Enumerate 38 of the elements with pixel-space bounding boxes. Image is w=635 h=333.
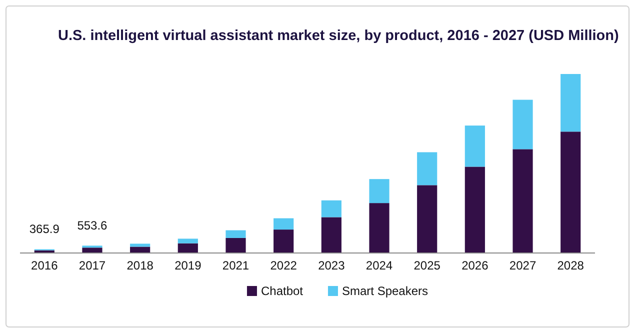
bar (274, 218, 294, 230)
bar (82, 248, 102, 253)
bar (560, 74, 581, 132)
annotation: 365.9 (29, 222, 60, 236)
x-tick-label: 2017 (78, 258, 106, 273)
bar (274, 230, 294, 253)
legend-label: Chatbot (260, 284, 304, 298)
chart-title: U.S. intelligent virtual assistant market size, by product, 2016 - 2027 (USD Million) (58, 28, 619, 44)
bar (464, 166, 485, 253)
x-tick-label: 2021 (222, 258, 250, 273)
x-tick-label: 2023 (318, 258, 346, 273)
x-tick-label: 2027 (509, 258, 536, 273)
bar (130, 244, 150, 247)
bar (321, 217, 342, 253)
legend-label: Smart Speakers (342, 284, 428, 298)
x-tick-label: 2028 (557, 258, 584, 273)
bar (512, 100, 533, 150)
x-tick-label: 2024 (366, 258, 393, 273)
x-tick-label: 2018 (126, 258, 154, 273)
bar (464, 126, 485, 167)
bar (178, 238, 198, 244)
bar (560, 132, 581, 253)
bar (226, 238, 246, 253)
bar (369, 203, 390, 253)
bar (321, 200, 342, 218)
bar (417, 185, 438, 253)
annotation: 553.6 (77, 218, 108, 233)
x-tick-label: 2016 (31, 258, 58, 273)
x-tick-label: 2026 (462, 258, 489, 273)
x-tick-label: 2019 (174, 258, 202, 273)
bar (369, 179, 390, 204)
bar (512, 149, 533, 253)
bar (226, 230, 246, 238)
bar (178, 243, 198, 253)
bar (130, 246, 150, 253)
bar (417, 152, 438, 186)
x-tick-label: 2022 (270, 258, 298, 273)
x-tick-label: 2025 (414, 258, 441, 273)
